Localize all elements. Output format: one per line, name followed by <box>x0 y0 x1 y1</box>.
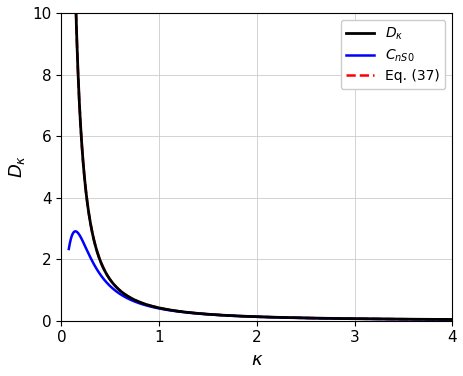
$C_{nS0}$ <box>213 312 218 317</box>
Eq. (37) <box>213 312 218 317</box>
$D_{\kappa}$ <box>441 317 446 322</box>
$D_{\kappa}$ <box>110 280 115 285</box>
Line: Eq. (37): Eq. (37) <box>69 0 451 320</box>
Eq. (37) <box>400 317 405 321</box>
Y-axis label: $D_{\kappa}$: $D_{\kappa}$ <box>7 155 27 179</box>
$C_{nS0}$ <box>73 229 78 233</box>
$C_{nS0}$ <box>132 300 138 304</box>
$D_{\kappa}$ <box>229 314 235 318</box>
$C_{nS0}$ <box>66 247 71 251</box>
$C_{nS0}$ <box>441 317 447 322</box>
$C_{nS0}$ <box>110 286 115 291</box>
Eq. (37) <box>110 280 115 285</box>
$D_{\kappa}$ <box>449 317 454 322</box>
Eq. (37) <box>441 317 446 322</box>
$C_{nS0}$ <box>400 317 406 321</box>
$D_{\kappa}$ <box>213 312 218 317</box>
Line: $C_{nS0}$: $C_{nS0}$ <box>69 231 451 320</box>
Eq. (37) <box>132 298 138 303</box>
Eq. (37) <box>229 314 235 318</box>
X-axis label: $\kappa$: $\kappa$ <box>250 351 263 369</box>
$D_{\kappa}$ <box>132 298 138 303</box>
Legend: $D_{\kappa}$, $C_{nS0}$, Eq. (37): $D_{\kappa}$, $C_{nS0}$, Eq. (37) <box>340 20 444 89</box>
$C_{nS0}$ <box>449 317 454 322</box>
Line: $D_{\kappa}$: $D_{\kappa}$ <box>69 0 451 320</box>
Eq. (37) <box>449 317 454 322</box>
$D_{\kappa}$ <box>400 317 405 321</box>
$C_{nS0}$ <box>229 314 235 318</box>
